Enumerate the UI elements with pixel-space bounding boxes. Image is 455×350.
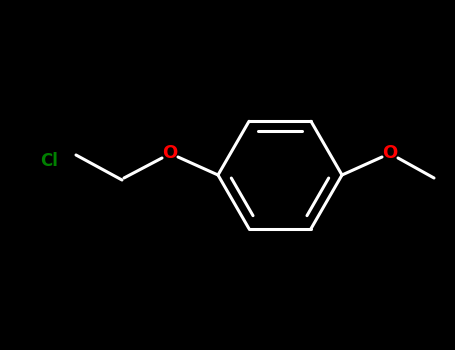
Text: O: O: [382, 144, 398, 162]
Text: O: O: [162, 144, 177, 162]
Text: Cl: Cl: [40, 152, 58, 170]
